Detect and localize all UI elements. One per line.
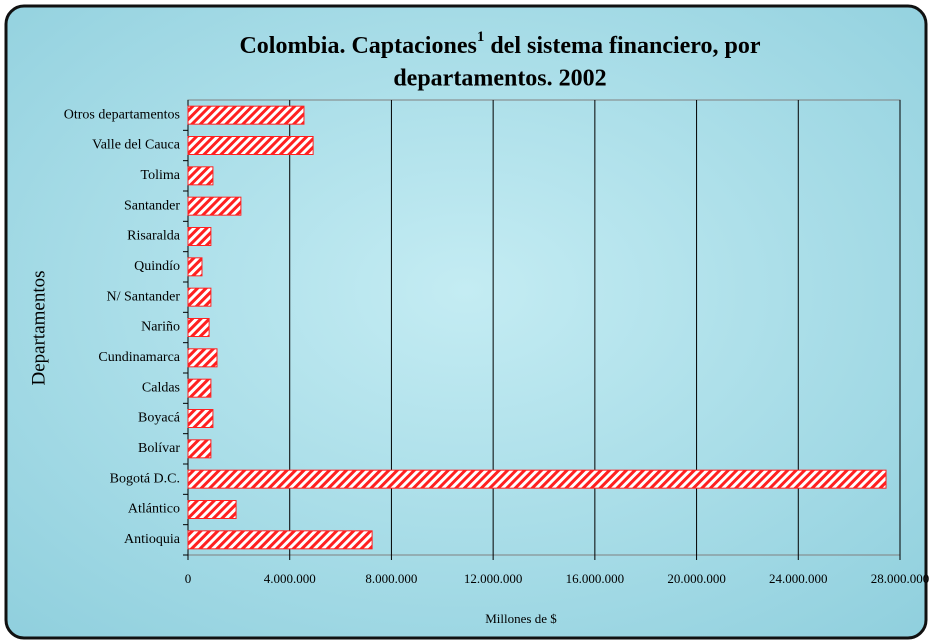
x-tick-label: 24.000.000 (769, 571, 828, 586)
bar (187, 378, 212, 398)
title-text: del sistema financiero, por (484, 33, 761, 59)
bar (187, 318, 210, 337)
bar (187, 287, 212, 307)
bar (187, 227, 212, 246)
y-tick-label: Nariño (141, 320, 180, 335)
bar (187, 166, 214, 186)
x-tick-label: 20.000.000 (667, 571, 726, 586)
bar (187, 105, 305, 125)
x-tick-label: 12.000.000 (464, 571, 523, 586)
y-tick-label: Tolima (141, 168, 181, 183)
title-footnote: 1 (477, 29, 485, 45)
y-tick-label: Atlántico (128, 502, 180, 517)
y-tick-label: Antioquia (124, 532, 181, 547)
bar (187, 409, 214, 428)
bar (187, 469, 887, 489)
y-axis-label: Departamentos (28, 270, 49, 385)
bar (187, 439, 212, 459)
y-tick-label: Caldas (142, 380, 180, 395)
y-tick-label: Cundinamarca (98, 350, 180, 365)
bar (187, 348, 218, 368)
y-tick-label: Otros departamentos (64, 107, 180, 122)
chart-title: departamentos. 2002 (393, 66, 606, 92)
bar (187, 500, 237, 519)
x-tick-label: 8.000.000 (365, 571, 417, 586)
y-tick-label: Risaralda (127, 229, 181, 244)
x-tick-label: 28.000.000 (871, 571, 930, 586)
bar (187, 257, 203, 277)
bar (187, 136, 314, 155)
y-tick-label: N/ Santander (107, 289, 181, 304)
bar (187, 530, 373, 550)
y-tick-label: Bolívar (138, 441, 180, 456)
x-tick-label: 4.000.000 (264, 571, 316, 586)
title-text: Colombia. Captaciones (239, 33, 476, 59)
y-tick-label: Boyacá (138, 411, 181, 426)
chart-title: Colombia. Captaciones1 del sistema finan… (239, 29, 760, 58)
x-tick-label: 0 (185, 571, 192, 586)
x-axis-label: Millones de $ (485, 611, 557, 626)
y-tick-label: Valle del Cauca (92, 138, 181, 153)
bar (187, 196, 242, 216)
y-tick-label: Quindío (134, 259, 180, 274)
y-tick-label: Bogotá D.C. (110, 471, 180, 486)
y-tick-label: Santander (124, 198, 180, 213)
x-tick-label: 16.000.000 (566, 571, 625, 586)
